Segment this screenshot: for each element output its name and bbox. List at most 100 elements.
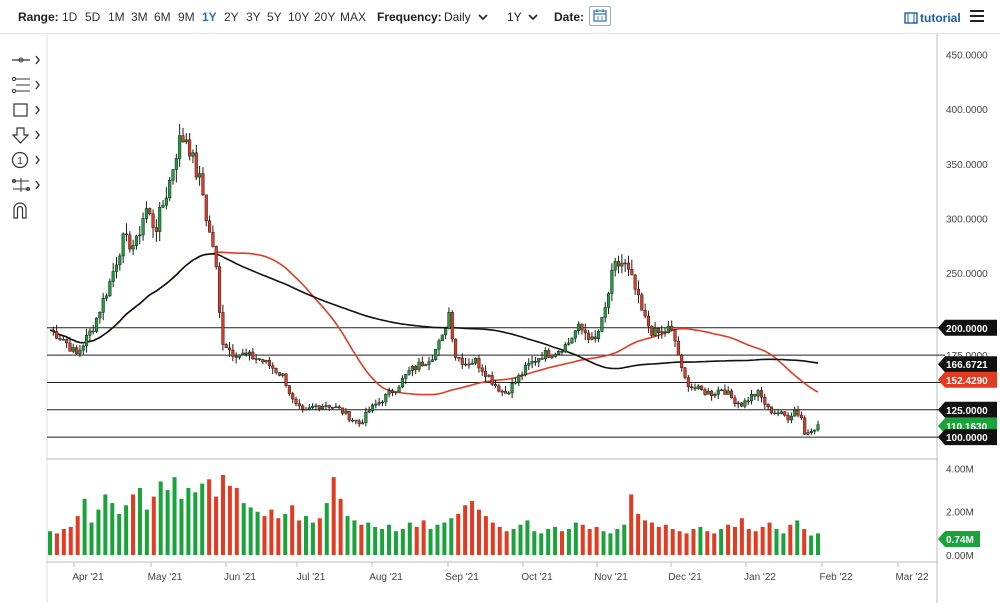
price-badge-label: 125.0000 xyxy=(946,406,988,417)
magnet-icon[interactable] xyxy=(10,200,42,220)
volume-bar xyxy=(719,529,724,555)
range-button[interactable]: 5D xyxy=(85,10,101,24)
candle-up xyxy=(138,234,142,237)
volume-bar xyxy=(643,520,648,555)
candle-down xyxy=(58,338,62,340)
volume-bar xyxy=(456,513,461,555)
frequency-select[interactable]: Daily xyxy=(444,10,471,24)
hamburger-menu-icon[interactable] xyxy=(970,10,984,22)
volume-bar xyxy=(124,505,129,555)
rectangle-icon[interactable] xyxy=(10,100,42,120)
price-chart[interactable]: 450.0000 400.0000 350.0000 300.0000 250.0000… xyxy=(0,34,1000,603)
volume-bar xyxy=(297,520,302,555)
candle-down xyxy=(271,365,275,369)
candle-up xyxy=(567,342,571,345)
film-icon[interactable] xyxy=(904,12,918,24)
date-label: Date: xyxy=(554,10,585,24)
candle-up xyxy=(198,173,202,178)
time-tick-label: May '21 xyxy=(148,572,183,583)
candle-down xyxy=(357,420,361,425)
candle-up xyxy=(88,330,92,336)
range-button[interactable]: MAX xyxy=(340,10,367,24)
volume-bar xyxy=(158,481,163,555)
arrow-down-icon[interactable] xyxy=(10,125,42,145)
ma-200-line xyxy=(49,252,819,370)
price-badge-label: 100.0000 xyxy=(946,433,988,444)
candle-up xyxy=(513,381,518,384)
candle-down xyxy=(284,373,288,386)
range-button[interactable]: 9M xyxy=(178,10,195,24)
volume-bar xyxy=(414,526,419,555)
candle-up xyxy=(307,407,311,410)
volume-bar xyxy=(691,529,696,555)
volume-bar xyxy=(304,516,308,555)
chevron-down-icon[interactable] xyxy=(528,14,538,21)
candle-down xyxy=(301,405,305,410)
price-badge-label: 110.1630 xyxy=(946,422,988,433)
volume-bar xyxy=(483,516,488,555)
candle-up xyxy=(387,390,391,395)
candle-down xyxy=(650,325,654,336)
crosshair-icon[interactable] xyxy=(10,50,42,70)
time-tick-label: Feb '22 xyxy=(819,572,852,583)
candle-up xyxy=(666,325,670,334)
candle-up xyxy=(304,408,308,411)
range-button[interactable]: 5Y xyxy=(267,10,282,24)
range-button[interactable]: 6M xyxy=(154,10,171,24)
candle-up xyxy=(726,390,730,395)
volume-bar xyxy=(207,479,212,555)
candle-down xyxy=(221,312,225,345)
range-button[interactable]: 1D xyxy=(62,10,78,24)
volume-bar xyxy=(220,474,225,555)
candle-up xyxy=(507,392,511,395)
candle-up xyxy=(104,295,109,299)
range-button-active[interactable]: 1Y xyxy=(202,10,217,24)
tutorial-link[interactable]: tutorial xyxy=(920,11,961,25)
range-button[interactable]: 2Y xyxy=(224,10,239,24)
price-tick-label: 400.0000 xyxy=(946,105,988,116)
candle-down xyxy=(224,344,228,349)
candle-up xyxy=(447,312,451,329)
volume-bar xyxy=(594,526,599,555)
candle-down xyxy=(277,372,281,376)
candle-down xyxy=(390,390,394,394)
counter-icon[interactable]: 1 xyxy=(10,150,42,170)
candle-down xyxy=(547,350,551,358)
candles xyxy=(51,123,820,436)
chevron-down-icon[interactable] xyxy=(478,14,488,21)
range-button[interactable]: 10Y xyxy=(288,10,310,24)
volume-bar xyxy=(746,529,751,555)
time-tick-label: Jul '21 xyxy=(297,572,326,583)
range-button[interactable]: 3M xyxy=(131,10,148,24)
candle-down xyxy=(483,371,488,377)
chart-area[interactable]: 450.0000 400.0000 350.0000 300.0000 250.0000… xyxy=(0,34,1000,603)
candle-up xyxy=(603,307,607,318)
volume-bar xyxy=(608,533,613,555)
candle-down xyxy=(287,385,291,394)
candle-down xyxy=(723,389,727,395)
candle-down xyxy=(766,404,770,408)
measure-icon[interactable] xyxy=(10,175,42,195)
calendar-button[interactable] xyxy=(589,6,611,26)
horizontal-levels xyxy=(47,327,945,438)
range-button[interactable]: 1M xyxy=(108,10,125,24)
range-button[interactable]: 20Y xyxy=(314,10,336,24)
candle-down xyxy=(454,338,458,358)
candle-down xyxy=(643,309,647,317)
range-button[interactable]: 3Y xyxy=(246,10,261,24)
candle-up xyxy=(311,405,315,408)
fibonacci-icon[interactable] xyxy=(10,75,42,95)
volume-bar xyxy=(705,531,710,555)
candle-up xyxy=(114,264,119,272)
candle-down xyxy=(533,361,537,363)
volume-bar xyxy=(144,509,149,555)
candle-down xyxy=(274,367,278,373)
volume-bar xyxy=(677,531,682,555)
period-select[interactable]: 1Y xyxy=(507,10,522,24)
candle-down xyxy=(786,415,790,421)
axes: 450.0000 400.0000 350.0000 300.0000 250.0000… xyxy=(72,50,988,583)
candle-up xyxy=(434,349,438,360)
time-tick-label: Jun '21 xyxy=(224,572,256,583)
volume-bar xyxy=(186,487,191,555)
volume-bar xyxy=(816,533,820,555)
